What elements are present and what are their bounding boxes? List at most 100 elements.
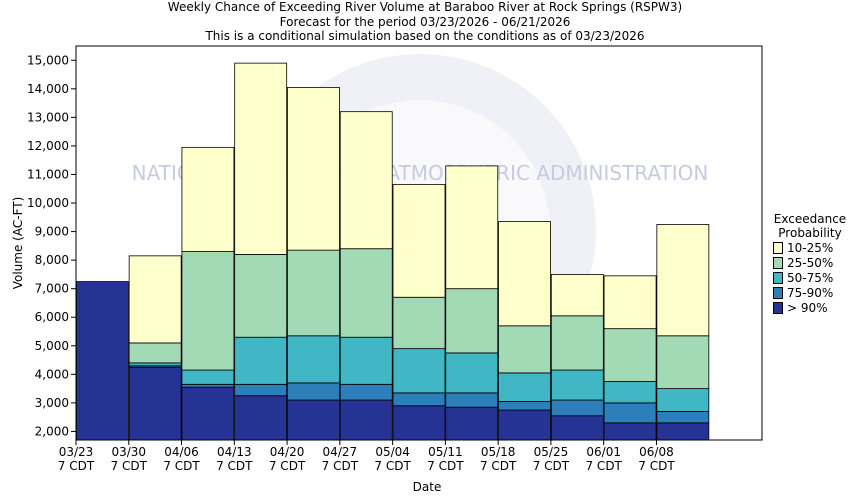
- bar-week-11-band-50-75: [603, 381, 657, 404]
- bar-week-8-band-gt-90: [445, 406, 499, 441]
- chart-subtitle-2: This is a conditional simulation based o…: [205, 29, 645, 43]
- bar-week-4-band-gt-90: [234, 395, 288, 441]
- x-tick-label-time: 7 CDT: [216, 459, 253, 473]
- bar-week-8-band-50-75: [445, 352, 499, 394]
- y-tick-label: 3,000: [35, 396, 69, 410]
- bar-week-6-band-75-90: [339, 383, 393, 401]
- x-tick-label-time: 7 CDT: [374, 459, 411, 473]
- y-axis: 2,000 3,000 4,000 5,000 6,000 7,000 8,000 9,000…: [27, 53, 76, 438]
- bar-week-8-band-25-50: [445, 288, 499, 354]
- bar-week-4-band-75-90: [234, 383, 288, 397]
- legend: Exceedance Probability 10-25% 25-50% 50-…: [770, 212, 850, 315]
- bar-week-6-band-gt-90: [339, 399, 393, 441]
- x-tick-label-date: 05/04: [375, 445, 410, 459]
- chart-title: Weekly Chance of Exceeding River Volume …: [167, 0, 683, 14]
- x-tick-label-date: 06/01: [586, 445, 621, 459]
- x-tick-label-date: 04/13: [217, 445, 252, 459]
- x-tick-label-time: 7 CDT: [111, 459, 148, 473]
- bar-week-6-band-10-25: [339, 111, 393, 250]
- bar-week-10-band-10-25: [550, 274, 604, 317]
- x-tick-label-date: 04/06: [164, 445, 199, 459]
- x-tick-label-date: 03/30: [111, 445, 146, 459]
- legend-item-gt-90: > 90%: [773, 300, 850, 315]
- x-tick-label-time: 7 CDT: [638, 459, 675, 473]
- y-tick-label: 8,000: [35, 253, 69, 267]
- x-tick-label-date: 03/23: [59, 445, 94, 459]
- bar-week-9-band-25-50: [498, 325, 551, 374]
- bar-week-7-band-75-90: [392, 392, 446, 407]
- legend-swatch-75-90: [773, 286, 783, 299]
- bar-week-4-band-10-25: [234, 62, 288, 255]
- y-tick-label: 14,000: [27, 82, 69, 96]
- x-tick-label-date: 06/08: [639, 445, 674, 459]
- bar-week-10-band-25-50: [550, 315, 604, 371]
- bar-week-3-band-25-50: [181, 251, 235, 371]
- bar-week-9-band-50-75: [498, 372, 551, 402]
- bar-week-3-band-10-25: [181, 146, 235, 252]
- legend-label-25-50: 25-50%: [787, 255, 834, 270]
- legend-swatch-25-50: [773, 256, 783, 269]
- bar-week-12-band-10-25: [656, 224, 710, 337]
- y-tick-label: 12,000: [27, 139, 69, 153]
- plot-frame: [75, 45, 763, 441]
- y-tick-label: 10,000: [27, 196, 69, 210]
- bar-week-2-band-50-75: [128, 362, 182, 367]
- bar-week-5-band-gt-90: [287, 399, 340, 441]
- x-tick-label-time: 7 CDT: [322, 459, 359, 473]
- bar-week-11-band-75-90: [603, 402, 657, 424]
- legend-title-line2: Probability: [778, 226, 842, 240]
- y-tick-label: 9,000: [35, 225, 69, 239]
- bar-week-10-band-gt-90: [550, 415, 604, 441]
- bar-week-3-band-75-90: [181, 383, 235, 388]
- bar-week-12-band-50-75: [656, 388, 710, 412]
- bar-week-11-band-gt-90: [603, 422, 657, 441]
- bar-week-8-band-10-25: [445, 165, 499, 290]
- bar-week-7-band-gt-90: [392, 405, 446, 441]
- x-tick-label-time: 7 CDT: [269, 459, 306, 473]
- x-tick-label-time: 7 CDT: [533, 459, 570, 473]
- y-tick-label: 13,000: [27, 110, 69, 124]
- x-tick-label-date: 04/27: [323, 445, 358, 459]
- x-tick-label-date: 05/11: [428, 445, 463, 459]
- bar-week-9-band-10-25: [498, 221, 551, 327]
- legend-swatch-gt-90: [773, 301, 783, 314]
- bar-week-5-band-25-50: [287, 249, 340, 337]
- legend-label-10-25: 10-25%: [787, 240, 834, 255]
- bar-week-5-band-50-75: [287, 335, 340, 384]
- bar-week-9-band-75-90: [498, 401, 551, 411]
- bar-week-2-band-10-25: [128, 255, 182, 344]
- bar-week-3-band-gt-90: [181, 386, 235, 441]
- bar-week-12-band-gt-90: [656, 422, 710, 441]
- x-tick-label-time: 7 CDT: [480, 459, 517, 473]
- x-tick-label-time: 7 CDT: [585, 459, 622, 473]
- x-tick-label-date: 05/25: [534, 445, 569, 459]
- bar-week-4-band-50-75: [234, 336, 288, 385]
- bar-week-8-band-75-90: [445, 392, 499, 408]
- y-tick-label: 7,000: [35, 282, 69, 296]
- x-tick-label-time: 7 CDT: [58, 459, 95, 473]
- x-tick-label-time: 7 CDT: [163, 459, 200, 473]
- bar-week-2-band-gt-90: [128, 366, 182, 441]
- bars: [75, 62, 710, 441]
- bar-week-2-band-25-50: [128, 342, 182, 364]
- legend-item-10-25: 10-25%: [773, 240, 850, 255]
- chart-subtitle: Forecast for the period 03/23/2026 - 06/…: [279, 15, 571, 29]
- y-tick-label: 15,000: [27, 53, 69, 67]
- bar-week-6-band-50-75: [339, 336, 393, 385]
- bar-week-11-band-25-50: [603, 328, 657, 382]
- y-tick-label: 11,000: [27, 167, 69, 181]
- legend-swatch-10-25: [773, 241, 783, 254]
- bar-week-3-band-50-75: [181, 369, 235, 385]
- legend-label-75-90: 75-90%: [787, 285, 834, 300]
- bar-week-10-band-50-75: [550, 369, 604, 401]
- y-tick-label: 5,000: [35, 339, 69, 353]
- x-tick-label-date: 05/18: [481, 445, 516, 459]
- bar-week-10-band-75-90: [550, 399, 604, 417]
- bar-week-6-band-25-50: [339, 248, 393, 338]
- bar-week-7-band-25-50: [392, 296, 446, 350]
- legend-title-line1: Exceedance: [773, 212, 847, 226]
- legend-item-25-50: 25-50%: [773, 255, 850, 270]
- y-tick-label: 2,000: [35, 424, 69, 438]
